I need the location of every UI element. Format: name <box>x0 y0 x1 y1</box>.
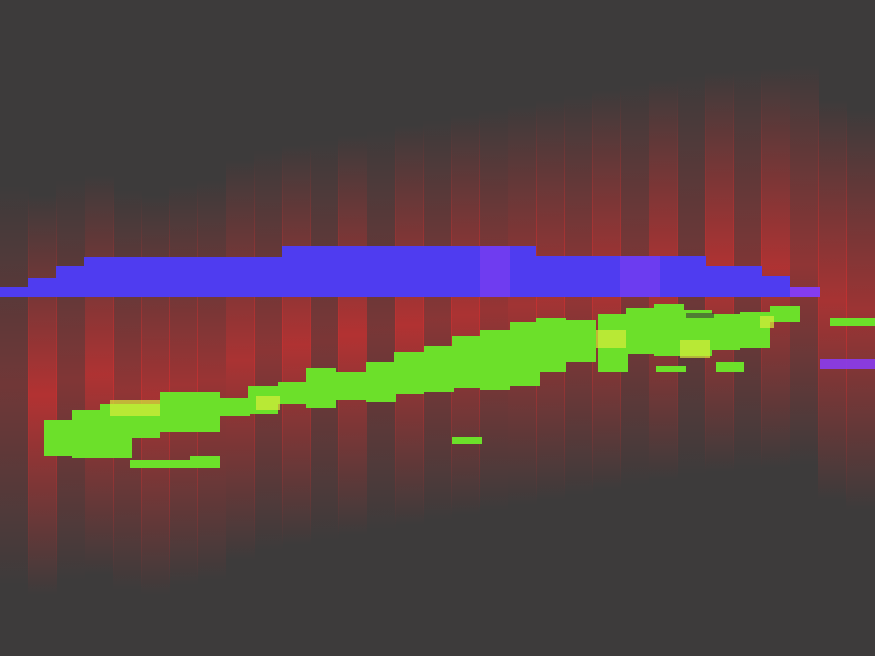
red-column <box>508 105 537 505</box>
green-band-segment <box>716 362 744 372</box>
red-column <box>28 195 57 595</box>
green-band-segment <box>394 352 424 394</box>
green-band-segment <box>654 304 684 356</box>
blue-band-segment <box>762 276 790 297</box>
green-band-segment <box>656 366 686 372</box>
yellow-highlight-segment <box>680 340 710 358</box>
purple-band-segment <box>820 359 875 369</box>
purple-band-segment <box>620 256 660 297</box>
green-band-segment <box>190 456 220 468</box>
yellow-highlight-segment <box>256 396 280 410</box>
green-band-segment <box>278 382 308 404</box>
green-band-segment <box>306 368 336 408</box>
green-band-segment <box>160 392 220 432</box>
red-column <box>310 140 339 540</box>
red-column <box>479 110 508 510</box>
green-band-segment <box>220 398 250 416</box>
blue-band-segment <box>706 266 762 297</box>
green-band-segment <box>626 308 656 354</box>
green-band-segment <box>770 306 800 322</box>
yellow-highlight-segment <box>760 316 774 328</box>
yellow-highlight-segment <box>110 400 160 416</box>
red-column <box>254 150 283 550</box>
red-column <box>451 115 480 515</box>
green-band-segment <box>510 322 540 386</box>
red-column <box>338 135 367 535</box>
red-column <box>818 100 847 500</box>
green-band-layer <box>44 304 875 468</box>
red-column <box>113 190 142 590</box>
green-band-segment <box>366 362 396 402</box>
blue-band-segment <box>84 257 282 297</box>
green-band-segment <box>130 460 190 468</box>
red-column <box>226 160 255 560</box>
blue-band-segment <box>28 278 56 297</box>
red-column <box>846 110 875 510</box>
green-band-segment <box>710 314 740 350</box>
red-column <box>169 185 198 585</box>
red-column <box>395 125 424 525</box>
green-band-segment <box>830 318 875 326</box>
blue-band-segment <box>0 287 28 297</box>
green-band-segment <box>424 346 454 392</box>
red-column <box>536 100 565 500</box>
red-column <box>85 175 114 575</box>
blue-band-layer <box>0 246 875 369</box>
red-column <box>790 65 819 465</box>
red-column <box>197 180 226 580</box>
green-band-segment <box>566 320 596 362</box>
blue-band-segment <box>56 266 84 297</box>
red-column <box>423 120 452 520</box>
red-column <box>761 68 790 468</box>
yellow-highlight-segment <box>596 330 626 348</box>
red-column <box>56 180 85 580</box>
green-band-gap <box>686 313 714 318</box>
red-column <box>282 145 311 545</box>
red-column <box>367 130 396 530</box>
green-band-segment <box>480 330 510 390</box>
red-column <box>0 185 29 585</box>
green-band-segment <box>536 318 566 372</box>
green-band-segment <box>452 336 482 388</box>
green-band-segment <box>44 420 74 432</box>
green-band-segment <box>452 437 482 444</box>
purple-band-segment <box>480 246 510 297</box>
purple-band-segment <box>790 287 820 297</box>
green-band-segment <box>336 372 366 400</box>
